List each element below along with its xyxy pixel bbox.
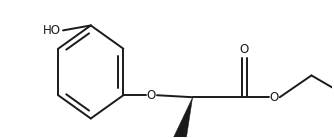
Text: HO: HO: [43, 24, 61, 37]
Text: O: O: [146, 89, 156, 102]
Text: O: O: [269, 91, 279, 104]
Text: O: O: [239, 43, 249, 56]
Polygon shape: [169, 97, 193, 138]
